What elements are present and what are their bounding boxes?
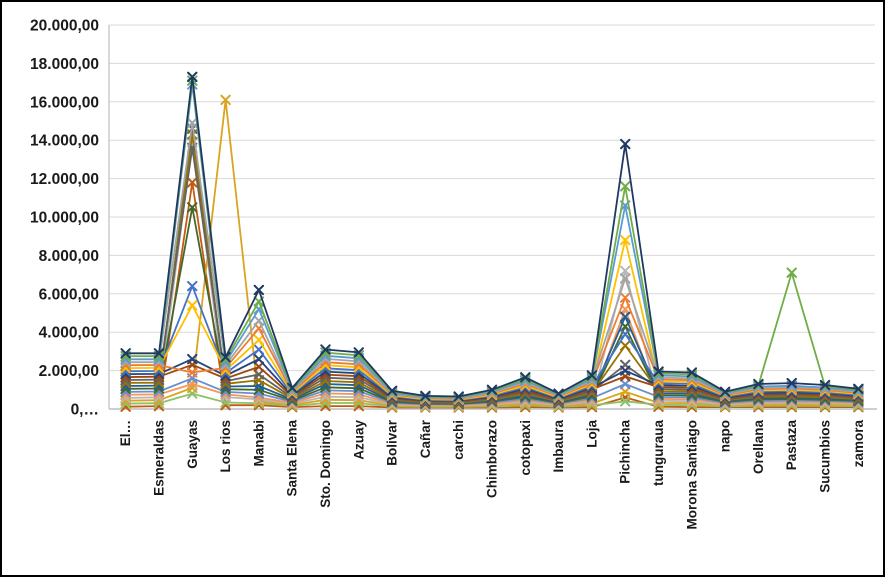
series-line-series-05 bbox=[125, 296, 859, 400]
y-axis-tick-label: 8.000,00 bbox=[39, 248, 99, 265]
x-axis-category-label: Cañar bbox=[418, 419, 433, 458]
y-axis-tick-label: 18.000,00 bbox=[30, 56, 99, 73]
x-axis-category-label: Orellana bbox=[751, 420, 766, 475]
x-axis-category-label: Manabi bbox=[251, 420, 266, 467]
y-axis-tick-label: 12.000,00 bbox=[30, 171, 99, 188]
y-axis-tick-label: 20.000,00 bbox=[30, 18, 99, 35]
y-axis-tick-label: 10.000,00 bbox=[30, 210, 99, 227]
series-line-series-19 bbox=[125, 181, 859, 409]
x-axis-category-label: tunguraua bbox=[651, 420, 666, 486]
x-axis-category-label: carchi bbox=[451, 420, 466, 460]
series-markers-series-06 bbox=[120, 234, 864, 405]
y-axis-tick-label: 0,… bbox=[71, 402, 99, 419]
x-axis-category-label: Sucumbios bbox=[818, 420, 833, 493]
series-markers-series-11 bbox=[120, 129, 864, 408]
y-axis-tick-label: 6.000,00 bbox=[39, 286, 99, 303]
x-axis-category-label: Los rios bbox=[218, 420, 233, 473]
x-axis-category-label: El… bbox=[118, 420, 133, 446]
y-axis-tick-label: 2.000,00 bbox=[39, 363, 99, 380]
x-axis-category-label: Loja bbox=[584, 420, 599, 448]
x-axis-category-label: Esmeraldas bbox=[151, 420, 166, 496]
series-markers-series-01 bbox=[120, 71, 864, 402]
series-markers-series-03 bbox=[120, 79, 864, 403]
x-axis-category-label: zamora bbox=[851, 420, 866, 468]
x-axis-category-label: Sto. Domingo bbox=[318, 420, 333, 508]
x-axis-category-label: Morona Santiago bbox=[684, 420, 699, 530]
x-axis-category-label: Pichincha bbox=[618, 420, 633, 484]
x-axis-category-label: cotopaxi bbox=[518, 420, 533, 476]
series-markers-series-13 bbox=[120, 202, 864, 410]
y-axis-tick-label: 14.000,00 bbox=[30, 133, 99, 150]
x-axis-category-label: Azuay bbox=[351, 420, 366, 460]
x-axis-category-label: napo bbox=[718, 420, 733, 452]
x-axis-category-label: Imbaura bbox=[551, 420, 566, 473]
y-axis-tick-label: 16.000,00 bbox=[30, 94, 99, 111]
x-axis-category-label: Santa Elena bbox=[285, 420, 300, 497]
series-markers-series-10 bbox=[120, 142, 864, 408]
x-axis-category-label: Pastaza bbox=[784, 420, 799, 471]
x-axis-category-label: Guayas bbox=[185, 420, 200, 469]
y-axis-tick-label: 4.000,00 bbox=[39, 325, 99, 342]
series-line-series-01 bbox=[125, 75, 859, 398]
x-axis-category-label: Chimborazo bbox=[485, 420, 500, 498]
x-axis-category-label: Bolivar bbox=[385, 419, 400, 466]
series-line-series-02 bbox=[125, 79, 859, 399]
